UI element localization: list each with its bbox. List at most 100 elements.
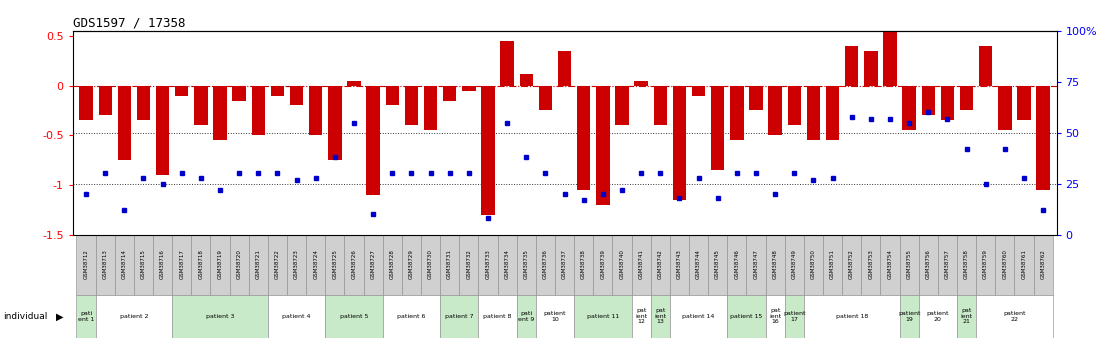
Text: GSM38747: GSM38747 xyxy=(754,250,758,279)
Bar xyxy=(172,235,191,295)
Bar xyxy=(768,86,781,135)
Bar xyxy=(1017,86,1031,120)
Bar xyxy=(558,51,571,86)
Bar xyxy=(747,235,766,295)
Bar xyxy=(594,235,613,295)
Bar xyxy=(96,235,115,295)
Text: GSM38729: GSM38729 xyxy=(409,250,414,279)
Text: GSM38724: GSM38724 xyxy=(313,250,319,279)
Bar xyxy=(826,86,840,140)
Text: GSM38725: GSM38725 xyxy=(332,250,338,279)
Text: GSM38756: GSM38756 xyxy=(926,250,931,279)
Text: GSM38716: GSM38716 xyxy=(160,250,165,279)
Text: pat
ient
12: pat ient 12 xyxy=(635,308,647,324)
Text: GSM38730: GSM38730 xyxy=(428,250,433,279)
Text: patient
19: patient 19 xyxy=(898,311,920,322)
Text: GSM38714: GSM38714 xyxy=(122,250,126,279)
Text: GSM38735: GSM38735 xyxy=(524,250,529,279)
Text: patient
17: patient 17 xyxy=(783,311,806,322)
Bar xyxy=(596,86,609,205)
Text: GSM38733: GSM38733 xyxy=(485,250,491,279)
Bar xyxy=(728,295,766,338)
Text: GSM38755: GSM38755 xyxy=(907,250,911,279)
Bar xyxy=(443,86,456,100)
Text: GSM38718: GSM38718 xyxy=(198,250,203,279)
Bar xyxy=(440,295,479,338)
Text: GSM38759: GSM38759 xyxy=(983,250,988,279)
Text: patient
22: patient 22 xyxy=(1003,311,1025,322)
Bar xyxy=(229,235,249,295)
Bar xyxy=(98,86,112,116)
Text: GDS1597 / 17358: GDS1597 / 17358 xyxy=(73,17,186,30)
Bar xyxy=(960,86,974,110)
Text: GSM38757: GSM38757 xyxy=(945,250,950,279)
Bar xyxy=(501,41,514,86)
Text: patient 5: patient 5 xyxy=(340,314,368,319)
Bar xyxy=(615,86,628,125)
Bar xyxy=(957,235,976,295)
Bar xyxy=(976,235,995,295)
Bar xyxy=(654,86,667,125)
Bar xyxy=(555,235,575,295)
Bar xyxy=(482,86,495,215)
Text: GSM38740: GSM38740 xyxy=(619,250,625,279)
Bar xyxy=(689,235,708,295)
Bar xyxy=(172,295,268,338)
Bar xyxy=(864,51,878,86)
Text: patient 18: patient 18 xyxy=(835,314,868,319)
Bar xyxy=(692,86,705,96)
Text: pat
ient
13: pat ient 13 xyxy=(654,308,666,324)
Text: GSM38720: GSM38720 xyxy=(237,250,241,279)
Text: patient 14: patient 14 xyxy=(682,314,714,319)
Text: GSM38731: GSM38731 xyxy=(447,250,453,279)
Bar xyxy=(976,295,1053,338)
Text: GSM38750: GSM38750 xyxy=(811,250,816,279)
Bar xyxy=(785,235,804,295)
Bar xyxy=(252,86,265,135)
Bar xyxy=(115,235,134,295)
Text: GSM38743: GSM38743 xyxy=(676,250,682,279)
Bar xyxy=(995,235,1014,295)
Bar xyxy=(957,295,976,338)
Bar xyxy=(575,235,594,295)
Bar xyxy=(363,235,382,295)
Text: pati
ent 9: pati ent 9 xyxy=(518,311,534,322)
Bar xyxy=(613,235,632,295)
Bar xyxy=(842,235,861,295)
Text: GSM38745: GSM38745 xyxy=(716,250,720,279)
Text: GSM38754: GSM38754 xyxy=(888,250,892,279)
Bar xyxy=(711,86,724,170)
Bar xyxy=(382,295,440,338)
Bar xyxy=(673,86,686,200)
Bar xyxy=(804,235,823,295)
Text: GSM38748: GSM38748 xyxy=(773,250,778,279)
Bar xyxy=(134,235,153,295)
Text: GSM38749: GSM38749 xyxy=(792,250,797,279)
Text: GSM38713: GSM38713 xyxy=(103,250,107,279)
Bar xyxy=(195,86,208,125)
Bar xyxy=(96,295,172,338)
Bar xyxy=(76,295,96,338)
Bar xyxy=(785,295,804,338)
Bar xyxy=(730,86,743,140)
Text: GSM38715: GSM38715 xyxy=(141,250,146,279)
Bar xyxy=(900,295,919,338)
Bar xyxy=(479,235,498,295)
Bar xyxy=(632,295,651,338)
Text: patient 6: patient 6 xyxy=(397,314,426,319)
Bar xyxy=(290,86,303,106)
Bar xyxy=(823,235,842,295)
Bar xyxy=(861,235,880,295)
Bar xyxy=(651,235,670,295)
Bar xyxy=(651,295,670,338)
Bar xyxy=(749,86,762,110)
Bar xyxy=(191,235,210,295)
Text: GSM38732: GSM38732 xyxy=(466,250,472,279)
Bar xyxy=(386,86,399,106)
Bar xyxy=(807,86,821,140)
Bar xyxy=(919,295,957,338)
Text: GSM38723: GSM38723 xyxy=(294,250,300,279)
Bar xyxy=(367,86,380,195)
Bar xyxy=(155,86,169,175)
Bar xyxy=(440,235,459,295)
